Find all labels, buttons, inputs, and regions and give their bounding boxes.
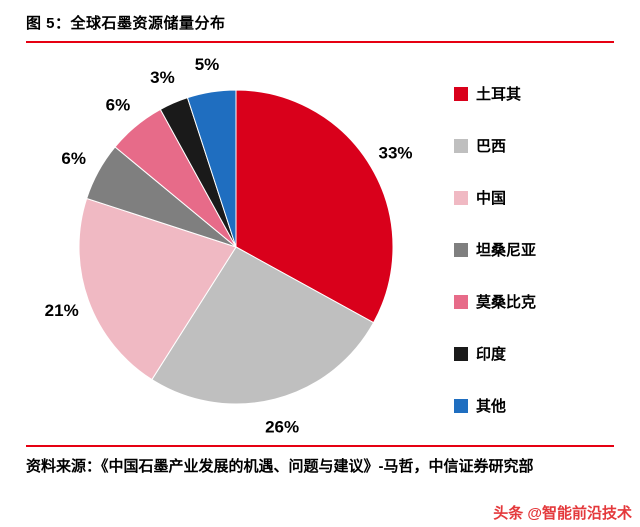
legend-swatch-icon: [454, 242, 468, 257]
legend-label: 坦桑尼亚: [476, 242, 537, 259]
legend-label: 其他: [476, 398, 507, 415]
legend-item-6: 印度: [454, 343, 536, 364]
legend-swatch-icon: [454, 294, 468, 309]
legend-item-2: 巴西: [454, 135, 536, 156]
legend-label: 中国: [476, 190, 507, 207]
watermark: 头条 @智能前沿技术: [487, 502, 632, 523]
pie-slice-1: [235, 89, 394, 324]
legend-item-4: 坦桑尼亚: [454, 239, 536, 260]
pie-slice-2: [151, 246, 375, 405]
chart-header: 图 5：全球石墨资源储量分布: [0, 0, 640, 43]
pie-value-label-3: 21%: [45, 301, 79, 320]
legend-label: 莫桑比克: [476, 294, 537, 311]
pie-value-label-5: 6%: [106, 95, 131, 114]
pie-value-label-6: 3%: [150, 68, 175, 87]
legend-item-7: 其他: [454, 395, 536, 416]
pie-value-label-7: 5%: [195, 55, 220, 74]
legend-swatch-icon: [454, 86, 468, 101]
pie-slice-7: [186, 89, 237, 248]
legend-item-5: 莫桑比克: [454, 291, 536, 312]
legend-swatch-icon: [454, 138, 468, 153]
legend-swatch-icon: [454, 346, 468, 361]
chart-footer: 资料来源：《中国石墨产业发展的机遇、问题与建议》-马哲，中信证券研究部: [0, 445, 640, 478]
legend-item-1: 土耳其: [454, 83, 536, 104]
pie-slice-3: [78, 197, 237, 381]
pie-value-label-4: 6%: [61, 149, 86, 168]
pie-value-label-1: 33%: [378, 144, 412, 163]
footer-divider: [26, 445, 614, 447]
source-text: 资料来源：《中国石墨产业发展的机遇、问题与建议》-马哲，中信证券研究部: [26, 458, 534, 475]
legend-swatch-icon: [454, 190, 468, 205]
pie-chart: 33% 26% 21% 6% 6% 3% 5%: [45, 55, 413, 436]
legend-label: 土耳其: [476, 86, 522, 103]
legend-label: 印度: [476, 346, 507, 363]
chart-title: 图 5：全球石墨资源储量分布: [26, 15, 226, 32]
legend: 土耳其巴西中国坦桑尼亚莫桑比克印度其他: [454, 83, 536, 416]
pie-value-label-2: 26%: [265, 417, 299, 436]
chart-area: 33% 26% 21% 6% 6% 3% 5% 土耳其巴西中国坦桑尼亚莫桑比克印度其他: [0, 43, 640, 445]
legend-swatch-icon: [454, 398, 468, 413]
legend-item-3: 中国: [454, 187, 536, 208]
legend-label: 巴西: [476, 138, 507, 155]
title-divider: [26, 41, 614, 43]
